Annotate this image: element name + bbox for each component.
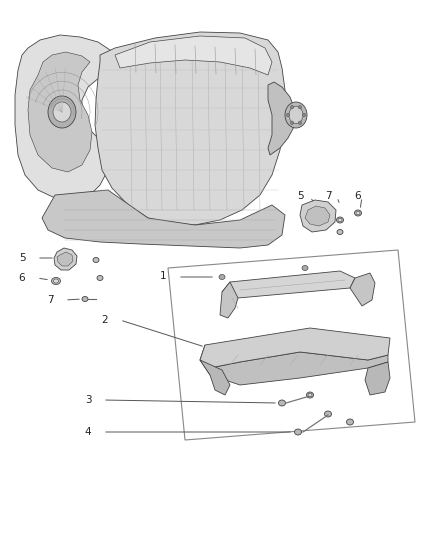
Ellipse shape bbox=[53, 102, 71, 122]
Polygon shape bbox=[222, 271, 355, 298]
Polygon shape bbox=[115, 36, 272, 75]
Ellipse shape bbox=[346, 419, 353, 425]
Ellipse shape bbox=[279, 400, 286, 406]
Polygon shape bbox=[200, 345, 388, 385]
Polygon shape bbox=[365, 362, 390, 395]
Ellipse shape bbox=[285, 102, 307, 128]
Ellipse shape bbox=[97, 276, 103, 280]
Ellipse shape bbox=[337, 230, 343, 235]
Text: 7: 7 bbox=[47, 295, 53, 305]
Ellipse shape bbox=[307, 392, 314, 398]
Ellipse shape bbox=[338, 218, 342, 222]
Ellipse shape bbox=[52, 278, 60, 285]
Ellipse shape bbox=[299, 106, 301, 109]
Ellipse shape bbox=[53, 279, 59, 283]
Ellipse shape bbox=[308, 393, 312, 397]
Text: 6: 6 bbox=[19, 273, 25, 283]
Polygon shape bbox=[54, 248, 77, 270]
Ellipse shape bbox=[356, 211, 360, 215]
Polygon shape bbox=[220, 282, 238, 318]
Text: 1: 1 bbox=[160, 271, 166, 281]
Polygon shape bbox=[200, 328, 390, 368]
Polygon shape bbox=[28, 52, 92, 172]
Ellipse shape bbox=[294, 429, 301, 435]
Text: 5: 5 bbox=[297, 191, 303, 201]
Text: 4: 4 bbox=[85, 427, 91, 437]
Ellipse shape bbox=[290, 121, 293, 125]
Ellipse shape bbox=[325, 411, 332, 417]
Polygon shape bbox=[57, 252, 73, 266]
Polygon shape bbox=[42, 190, 285, 248]
Ellipse shape bbox=[286, 113, 290, 117]
Text: 6: 6 bbox=[355, 191, 361, 201]
Polygon shape bbox=[300, 200, 336, 232]
Ellipse shape bbox=[336, 217, 343, 223]
Polygon shape bbox=[15, 35, 115, 200]
Text: 5: 5 bbox=[19, 253, 25, 263]
Ellipse shape bbox=[48, 96, 76, 128]
Ellipse shape bbox=[354, 210, 361, 216]
Polygon shape bbox=[305, 206, 330, 226]
Ellipse shape bbox=[303, 113, 305, 117]
Ellipse shape bbox=[219, 274, 225, 279]
Text: 7: 7 bbox=[325, 191, 331, 201]
Polygon shape bbox=[268, 82, 295, 155]
Ellipse shape bbox=[290, 106, 293, 109]
Text: 3: 3 bbox=[85, 395, 91, 405]
Ellipse shape bbox=[302, 265, 308, 271]
Polygon shape bbox=[350, 273, 375, 306]
Text: 2: 2 bbox=[102, 315, 108, 325]
Ellipse shape bbox=[289, 107, 303, 124]
Ellipse shape bbox=[93, 257, 99, 262]
Ellipse shape bbox=[299, 121, 301, 125]
Ellipse shape bbox=[82, 296, 88, 302]
Polygon shape bbox=[95, 32, 285, 225]
Polygon shape bbox=[200, 360, 230, 395]
